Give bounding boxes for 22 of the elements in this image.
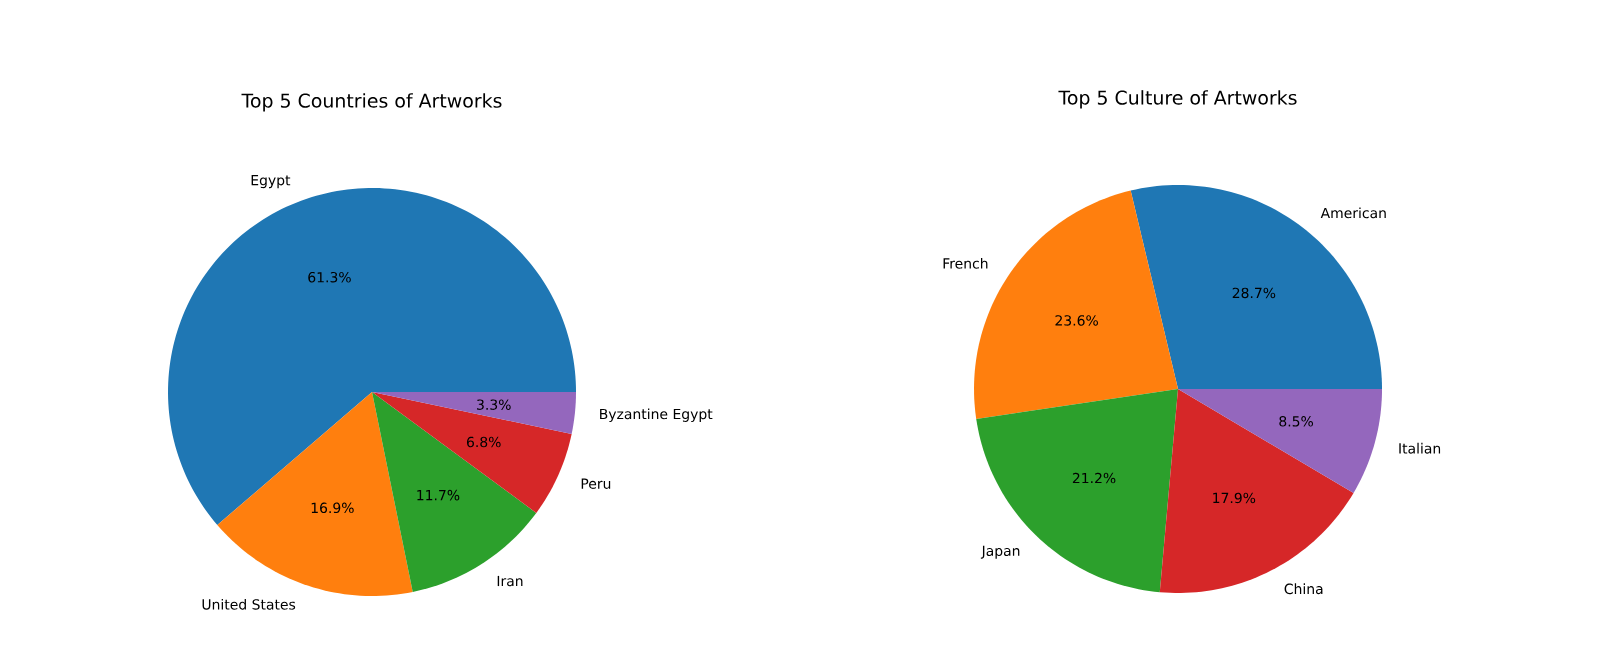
slice-label: Byzantine Egypt xyxy=(600,408,713,422)
data-label: 6.8% xyxy=(466,436,501,448)
data-label: 23.6% xyxy=(1055,315,1098,326)
data-label: 28.7% xyxy=(1232,287,1276,299)
data-label: 21.2% xyxy=(1072,472,1116,484)
data-label: 11.7% xyxy=(417,489,460,501)
slice-label: Italian xyxy=(1399,442,1441,454)
data-label: 16.9% xyxy=(311,502,354,514)
chart-title: Top 5 Culture of Artworks xyxy=(1058,90,1297,109)
slice-label: Japan xyxy=(980,545,1020,559)
slice-label: Peru xyxy=(581,478,611,489)
data-label: 17.9% xyxy=(1213,492,1256,504)
data-label: 8.5% xyxy=(1279,416,1314,427)
slice-label: United States xyxy=(202,598,296,610)
data-label: 3.3% xyxy=(477,399,511,410)
slice-label: American xyxy=(1320,207,1386,219)
slice-label: Egypt xyxy=(251,175,291,189)
slice-label: Iran xyxy=(497,575,523,587)
slice-label: China xyxy=(1284,583,1323,595)
data-label: 61.3% xyxy=(308,271,351,283)
slice-label: French xyxy=(943,257,988,269)
chart-title: Top 5 Countries of Artworks xyxy=(241,93,502,112)
